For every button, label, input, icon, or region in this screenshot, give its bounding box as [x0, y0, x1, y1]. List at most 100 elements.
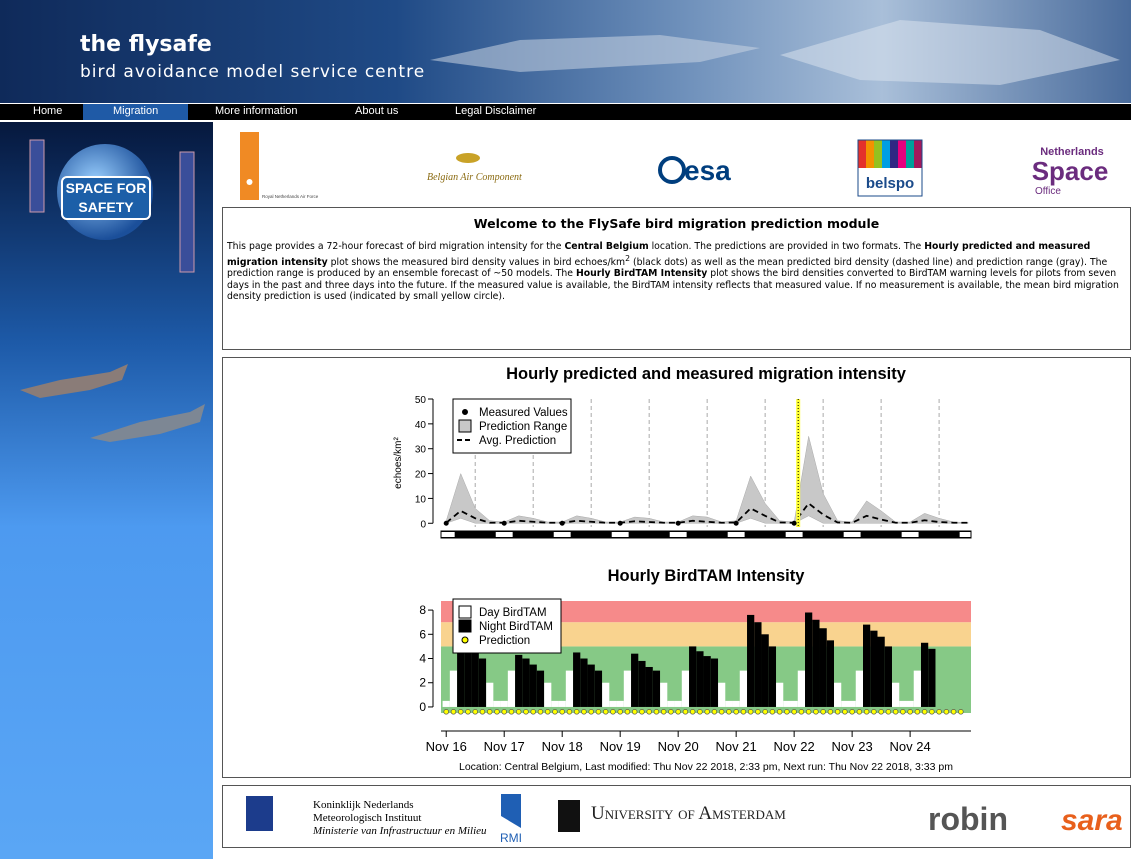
- birdtam-bar: [762, 634, 769, 707]
- birdtam-bar: [805, 613, 812, 707]
- birdtam-bar: [443, 701, 450, 707]
- birdtam-bar: [798, 671, 805, 707]
- logo-text: Belgian Air Component: [427, 172, 522, 183]
- prediction-dot: [466, 709, 471, 714]
- birdtam-bar: [885, 646, 892, 707]
- prediction-dot: [603, 709, 608, 714]
- prediction-dot: [574, 709, 579, 714]
- birdtam-bar: [617, 701, 624, 707]
- prediction-dot: [451, 709, 456, 714]
- birdtam-bar: [667, 701, 674, 707]
- prediction-dot: [458, 709, 463, 714]
- prediction-dot: [611, 709, 616, 714]
- birdtam-bar: [624, 671, 631, 707]
- birdtam-bar: [863, 625, 870, 707]
- day-bar: [554, 532, 571, 537]
- prediction-dot: [690, 709, 695, 714]
- nav-item[interactable]: About us: [355, 105, 398, 117]
- site-subtitle: bird avoidance model service centre: [80, 62, 425, 82]
- y-tick-label: 8: [419, 603, 426, 617]
- x-tick-label: Nov 18: [542, 739, 583, 754]
- x-tick-label: Nov 19: [600, 739, 641, 754]
- badge-text: SPACE FOR: [66, 180, 147, 196]
- nav-item[interactable]: Home: [33, 105, 62, 117]
- footer-text: Ministerie van Infrastructuur en Milieu: [312, 825, 487, 837]
- y-axis-label: echoes/km²: [393, 436, 404, 488]
- sidebar: SPACE FOR SAFETY: [0, 122, 213, 859]
- birdtam-bar: [914, 671, 921, 707]
- birdtam-bar: [530, 665, 537, 707]
- prediction-dot: [509, 709, 514, 714]
- site-title: the flysafe: [80, 32, 212, 57]
- x-tick-label: Nov 23: [832, 739, 873, 754]
- prediction-dot: [473, 709, 478, 714]
- prediction-dot: [806, 709, 811, 714]
- night-bar: [441, 531, 971, 538]
- prediction-dot: [705, 709, 710, 714]
- day-bar: [441, 532, 455, 537]
- birdtam-bar: [704, 656, 711, 707]
- legend-label: Prediction Range: [479, 421, 567, 433]
- birdtam-bar: [653, 671, 660, 707]
- partner-logos: Royal Netherlands Air Force Belgian Air …: [222, 122, 1131, 204]
- prediction-dot: [908, 709, 913, 714]
- measured-value: [792, 521, 797, 526]
- birdtam-bar: [595, 671, 602, 707]
- text: plot shows the measured bird density val…: [328, 257, 625, 268]
- prediction-dot: [741, 709, 746, 714]
- welcome-title: Welcome to the FlySafe bird migration pr…: [223, 216, 1130, 231]
- measured-value: [502, 521, 507, 526]
- birdtam-bar: [682, 671, 689, 707]
- birdtam-bar: [638, 661, 645, 707]
- legend-marker: [459, 420, 471, 432]
- birdtam-bar: [675, 701, 682, 707]
- birdtam-bar: [588, 665, 595, 707]
- birdtam-bar: [834, 683, 841, 707]
- prediction-dot: [734, 709, 739, 714]
- nav-item[interactable]: Migration: [113, 105, 158, 117]
- birdtam-bar: [870, 631, 877, 707]
- prediction-dot: [669, 709, 674, 714]
- logo-text: esa: [684, 155, 731, 186]
- prediction-dot: [813, 709, 818, 714]
- y-tick-label: 0: [420, 519, 426, 530]
- prediction-dot: [879, 709, 884, 714]
- nav-item[interactable]: More information: [215, 105, 298, 117]
- legend-marker: [459, 606, 471, 618]
- birdtam-bar: [769, 646, 776, 707]
- birdtam-bar: [486, 683, 493, 707]
- legend-marker: [462, 637, 468, 643]
- prediction-dot: [944, 709, 949, 714]
- text: Central Belgium: [564, 241, 648, 252]
- chart-title: Hourly BirdTAM Intensity: [608, 567, 806, 585]
- legend-label: Measured Values: [479, 407, 568, 419]
- legend-label: Avg. Prediction: [479, 435, 556, 447]
- birdtam-bar: [450, 671, 457, 707]
- footer-text: Koninklijk Nederlands: [313, 799, 414, 811]
- prediction-dot: [640, 709, 645, 714]
- logo-text: Space: [1032, 156, 1109, 186]
- prediction-dot: [958, 709, 963, 714]
- prediction-dot: [915, 709, 920, 714]
- nav-item[interactable]: Legal Disclaimer: [455, 105, 536, 117]
- birdtam-bar: [783, 701, 790, 707]
- prediction-dot: [589, 709, 594, 714]
- text: Hourly BirdTAM Intensity: [576, 268, 707, 279]
- birdtam-bar: [696, 651, 703, 707]
- text: This page provides a 72-hour forecast of…: [227, 241, 564, 252]
- prediction-dot: [560, 709, 565, 714]
- text: location. The predictions are provided i…: [649, 241, 925, 252]
- birdtam-bar: [849, 701, 856, 707]
- header: the flysafe bird avoidance model service…: [0, 0, 1131, 103]
- legend-label: Night BirdTAM: [479, 621, 553, 633]
- prediction-dot: [929, 709, 934, 714]
- day-bar: [612, 532, 629, 537]
- prediction-dot: [567, 709, 572, 714]
- birdtam-bar: [791, 701, 798, 707]
- birdtam-bar: [551, 701, 558, 707]
- welcome-box: Welcome to the FlySafe bird migration pr…: [222, 207, 1131, 350]
- birdtam-bar: [921, 643, 928, 707]
- prediction-dot: [661, 709, 666, 714]
- y-tick-label: 30: [415, 445, 427, 456]
- prediction-dot: [596, 709, 601, 714]
